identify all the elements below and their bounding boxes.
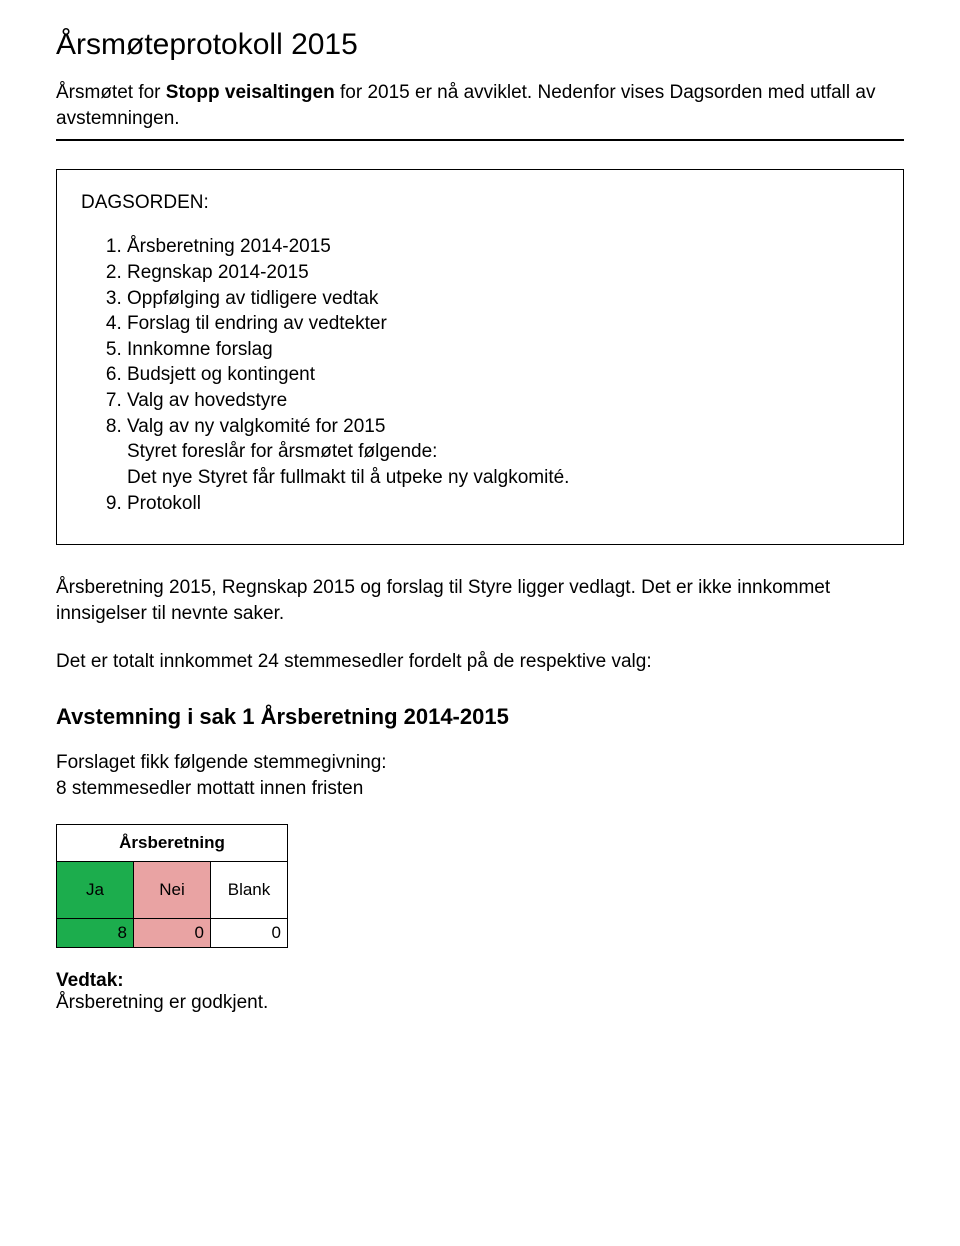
vote1-table-value-row: 8 0 0 [57, 918, 288, 947]
vote1-col-blank-label: Blank [211, 861, 288, 918]
vote1-table-title: Årsberetning [57, 824, 288, 861]
vote1-col-blank-value: 0 [211, 918, 288, 947]
vote1-forslag-line: Forslaget fikk følgende stemmegivning: [56, 750, 904, 776]
agenda-item-text: Regnskap 2014-2015 [127, 262, 309, 283]
agenda-item: Forslag til endring av vedtekter [127, 311, 879, 337]
agenda-item-text: Valg av ny valgkomité for 2015 [127, 416, 385, 437]
vote1-col-ja-value: 8 [57, 918, 134, 947]
dagsorden-heading: DAGSORDEN: [81, 192, 879, 214]
agenda-item-subline: Styret foreslår for årsmøtet følgende: [127, 439, 879, 465]
agenda-item: Regnskap 2014-2015 [127, 260, 879, 286]
vote1-heading: Avstemning i sak 1 Årsberetning 2014-201… [56, 704, 904, 730]
agenda-item: Budsjett og kontingent [127, 362, 879, 388]
agenda-item-text: Oppfølging av tidligere vedtak [127, 288, 378, 309]
intro-bold: Stopp veisaltingen [166, 82, 335, 103]
agenda-item-text: Protokoll [127, 493, 201, 514]
dagsorden-box: DAGSORDEN: Årsberetning 2014-2015 Regnsk… [56, 169, 904, 545]
agenda-item: Innkomne forslag [127, 337, 879, 363]
vote1-received-line: 8 stemmesedler mottatt innen fristen [56, 776, 904, 802]
vote1-col-nei-value: 0 [134, 918, 211, 947]
agenda-item-text: Valg av hovedstyre [127, 390, 287, 411]
agenda-item-subline: Det nye Styret får fullmakt til å utpeke… [127, 465, 879, 491]
post-box-paragraph-1: Årsberetning 2015, Regnskap 2015 og fors… [56, 575, 904, 626]
divider [56, 139, 904, 141]
agenda-item-text: Forslag til endring av vedtekter [127, 313, 387, 334]
dagsorden-list: Årsberetning 2014-2015 Regnskap 2014-201… [81, 234, 879, 516]
agenda-item: Protokoll [127, 491, 879, 517]
agenda-item-text: Innkomne forslag [127, 339, 273, 360]
post-box-paragraph-2: Det er totalt innkommet 24 stemmesedler … [56, 649, 904, 675]
vote1-table-title-row: Årsberetning [57, 824, 288, 861]
vote1-table-label-row: Ja Nei Blank [57, 861, 288, 918]
page-title: Årsmøteprotokoll 2015 [56, 28, 904, 62]
agenda-item: Oppfølging av tidligere vedtak [127, 286, 879, 312]
vote1-col-nei-label: Nei [134, 861, 211, 918]
vote1-verdict-label: Vedtak: [56, 970, 904, 992]
page: Årsmøteprotokoll 2015 Årsmøtet for Stopp… [0, 0, 960, 1246]
vote1-table-wrap: Årsberetning Ja Nei Blank 8 0 0 [56, 824, 904, 948]
agenda-item-text: Budsjett og kontingent [127, 364, 315, 385]
vote1-verdict-text: Årsberetning er godkjent. [56, 992, 904, 1014]
agenda-item: Årsberetning 2014-2015 [127, 234, 879, 260]
vote1-col-ja-label: Ja [57, 861, 134, 918]
agenda-item: Valg av ny valgkomité for 2015 Styret fo… [127, 414, 879, 491]
vote1-table: Årsberetning Ja Nei Blank 8 0 0 [56, 824, 288, 948]
intro-prefix: Årsmøtet for [56, 82, 166, 103]
agenda-item-text: Årsberetning 2014-2015 [127, 236, 331, 257]
agenda-item: Valg av hovedstyre [127, 388, 879, 414]
intro-paragraph: Årsmøtet for Stopp veisaltingen for 2015… [56, 80, 904, 131]
